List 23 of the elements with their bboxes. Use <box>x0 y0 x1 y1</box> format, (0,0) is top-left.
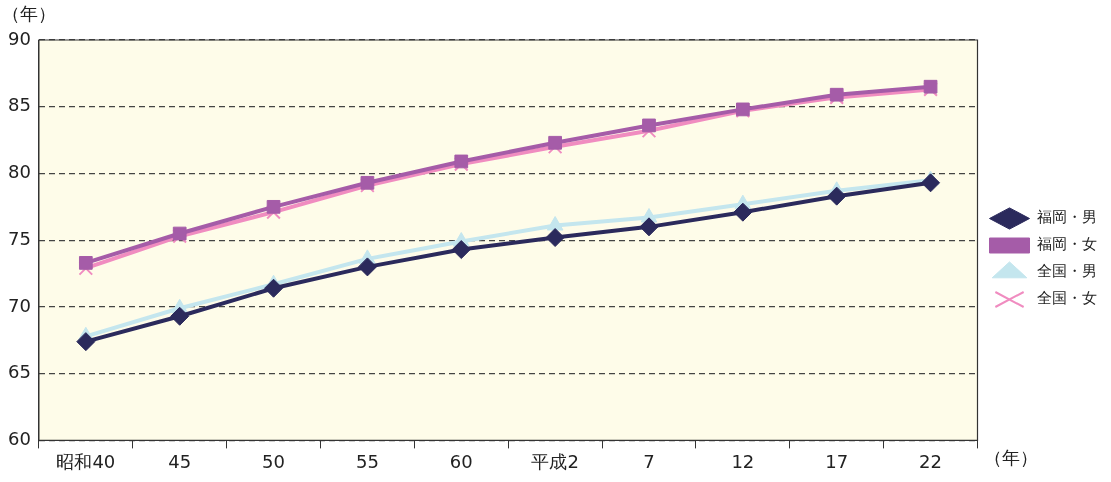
y-tick-label: 75 <box>8 227 31 249</box>
x-tick-label: 55 <box>355 450 379 472</box>
legend-label: 全国・男 <box>1037 262 1097 281</box>
x-tick-label: 平成2 <box>531 450 579 472</box>
y-tick-label: 70 <box>8 294 31 316</box>
x-tick-label: 50 <box>262 450 286 472</box>
legend-label: 全国・女 <box>1037 289 1097 308</box>
y-axis-title: （年） <box>2 2 56 24</box>
x-tick-label: 45 <box>168 450 192 472</box>
x-tick-label: 60 <box>449 450 473 472</box>
y-tick-label: 85 <box>8 94 31 116</box>
legend-label: 福岡・男 <box>1037 208 1097 227</box>
x-tick-label: 22 <box>919 450 943 472</box>
legend-label: 福岡・女 <box>1037 235 1097 254</box>
y-tick-label: 65 <box>8 361 31 383</box>
y-tick-label: 60 <box>8 428 31 450</box>
x-tick-label: 7 <box>643 450 655 472</box>
x-tick-label: 17 <box>825 450 849 472</box>
y-tick-label: 90 <box>8 27 31 49</box>
x-tick-label: 昭和40 <box>56 450 116 472</box>
x-tick-label: 12 <box>731 450 755 472</box>
y-tick-label: 80 <box>8 161 31 183</box>
x-axis-title: （年） <box>983 447 1038 469</box>
